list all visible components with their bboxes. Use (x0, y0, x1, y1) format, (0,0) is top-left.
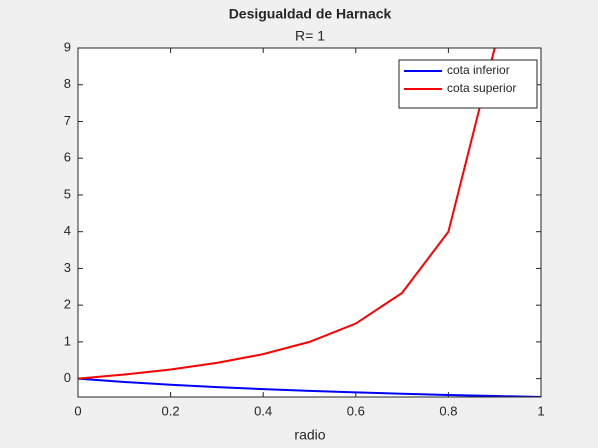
legend-box (398, 59, 538, 109)
legend-label: cota inferior (447, 63, 510, 77)
axes-box (77, 47, 542, 398)
y-tick-label: 1 (64, 333, 71, 348)
x-tick-label: 1 (537, 403, 544, 418)
y-tick-label: 3 (64, 260, 71, 275)
legend-label: cota superior (447, 81, 516, 95)
y-tick-label: 2 (64, 297, 71, 312)
y-tick-label: 6 (64, 150, 71, 165)
chart-title: Desigualdad de Harnack (229, 6, 392, 22)
series-line (78, 377, 541, 397)
series-line (78, 48, 496, 380)
x-tick-label: 0 (74, 403, 81, 418)
y-tick-label: 9 (64, 39, 71, 54)
chart-subtitle: R= 1 (295, 28, 325, 44)
x-tick-label: 0.2 (162, 403, 180, 418)
y-tick-label: 8 (64, 76, 71, 91)
x-tick-label: 0.6 (347, 403, 365, 418)
y-tick-label: 7 (64, 113, 71, 128)
y-tick-label: 5 (64, 186, 71, 201)
x-tick-label: 0.8 (439, 403, 457, 418)
y-tick-label: 0 (64, 370, 71, 385)
x-axis-label: radio (294, 427, 325, 443)
y-tick-label: 4 (64, 223, 71, 238)
x-tick-label: 0.4 (254, 403, 272, 418)
